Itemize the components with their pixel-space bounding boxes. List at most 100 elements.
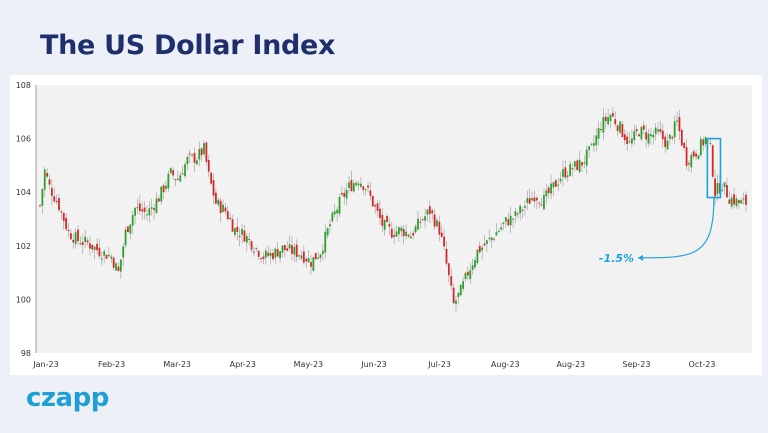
candle-body [466, 271, 469, 276]
candle-body [298, 255, 301, 257]
candle-body [141, 209, 144, 212]
candle-body [117, 266, 120, 271]
candle-body [621, 124, 624, 138]
candle-body [583, 162, 586, 164]
candle-body [405, 231, 407, 237]
candle-body [383, 219, 386, 230]
candle-body [421, 219, 424, 221]
candle-body [103, 251, 106, 256]
candle-body [588, 146, 591, 151]
candle-body [338, 196, 341, 214]
candle-body [222, 204, 224, 213]
candle-body [604, 116, 607, 122]
candle-body [678, 116, 681, 132]
candle-body [704, 137, 707, 145]
candle-body [528, 198, 531, 204]
candle-body [726, 184, 728, 198]
x-tick-label: May-23 [294, 360, 323, 369]
candle-body [414, 226, 417, 233]
candle-body [733, 194, 736, 205]
candle-body [369, 190, 372, 196]
candle-body [300, 255, 303, 259]
candle-body [638, 134, 640, 137]
candle-body [100, 258, 103, 260]
candle-body [566, 175, 569, 177]
candle-body [685, 147, 688, 166]
candle-body [645, 132, 648, 140]
candle-body [122, 246, 125, 258]
candle-body [124, 229, 127, 246]
candle-body [236, 226, 239, 232]
x-tick-label: Apr-23 [230, 360, 256, 369]
candle-body [695, 153, 697, 157]
candle-body [590, 143, 593, 145]
candle-body [697, 155, 700, 160]
candle-body [692, 151, 695, 157]
candle-body [172, 170, 175, 176]
candle-body [497, 230, 500, 232]
candle-body [728, 199, 731, 204]
candle-body [455, 300, 457, 304]
candle-body [635, 129, 638, 132]
candle-body [550, 183, 552, 194]
candle-body [89, 243, 91, 249]
candle-body [70, 233, 72, 240]
x-tick-label: Aug-23 [556, 360, 585, 369]
candle-body [412, 232, 415, 236]
candle-body [238, 235, 241, 237]
candle-body [165, 185, 167, 189]
x-tick-label: Jan-23 [32, 360, 58, 369]
candle-body [507, 219, 510, 226]
candle-body [217, 199, 220, 205]
candle-body [241, 229, 243, 235]
candle-body [735, 198, 738, 206]
candle-body [564, 167, 567, 178]
candle-body [714, 178, 716, 197]
candle-body [162, 185, 165, 193]
candle-body [184, 164, 186, 177]
candle-body [426, 209, 429, 215]
candle-body [195, 160, 198, 165]
candle-body [424, 216, 426, 221]
candle-body [398, 227, 400, 235]
candle-body [67, 229, 70, 232]
candle-body [552, 182, 555, 188]
candle-body [545, 190, 548, 197]
candle-body [428, 206, 431, 214]
candle-body [224, 207, 227, 212]
candle-body [295, 244, 298, 257]
candle-body [573, 161, 576, 167]
candle-body [445, 248, 448, 264]
candle-body [607, 117, 610, 125]
candle-body [62, 212, 65, 221]
candle-body [257, 250, 260, 257]
candle-body [680, 129, 683, 146]
candle-body [485, 240, 488, 245]
candle-body [664, 136, 667, 147]
candle-body [737, 200, 740, 204]
candle-body [533, 197, 536, 202]
candle-body [188, 153, 191, 155]
page-title: The US Dollar Index [40, 30, 336, 61]
candle-body [345, 190, 348, 199]
candle-body [198, 149, 201, 160]
candle-body [143, 207, 146, 212]
y-tick-label: 108 [16, 81, 31, 90]
candle-body [343, 192, 346, 197]
candle-body [569, 164, 571, 176]
candle-body [393, 235, 396, 237]
x-tick-label: Aug-23 [491, 360, 520, 369]
y-tick-label: 102 [16, 242, 31, 251]
candle-body [79, 243, 82, 245]
candle-body [191, 154, 194, 156]
candle-body [654, 127, 657, 134]
candle-body [250, 241, 253, 250]
candle-body [105, 254, 108, 259]
candle-body [248, 238, 251, 240]
candle-body [628, 141, 631, 143]
candle-body [554, 180, 557, 187]
candle-body [84, 236, 87, 242]
candle-body [207, 160, 210, 172]
candle-body [200, 148, 203, 155]
candle-body [362, 186, 365, 190]
